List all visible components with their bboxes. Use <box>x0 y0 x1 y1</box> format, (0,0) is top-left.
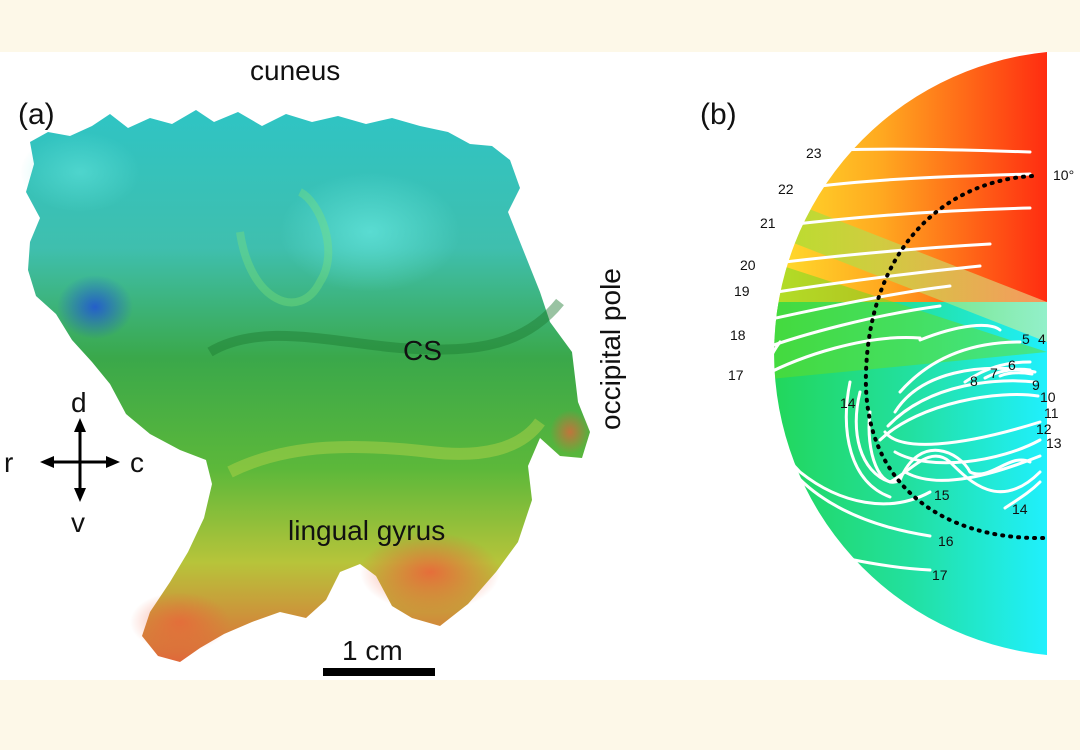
compass-dorsal: d <box>71 387 87 418</box>
iso-contours <box>750 147 1042 572</box>
contour-label: 4 <box>1038 331 1046 347</box>
contour-labels: 23 22 21 20 19 18 17 5 4 6 7 8 9 10 11 1… <box>728 145 1062 583</box>
contour-label: 12 <box>1036 421 1052 437</box>
contour-label: 23 <box>806 145 822 161</box>
contour-label: 17 <box>728 367 744 383</box>
contour-label: 22 <box>778 181 794 197</box>
contour-label: 19 <box>734 283 750 299</box>
figure: (a) cuneus CS lingual gyrus occipital po… <box>4 52 1074 676</box>
contour-label: 11 <box>1044 405 1059 421</box>
cortical-surface <box>20 110 590 662</box>
contour-label: 6 <box>1008 357 1016 373</box>
compass-caudal: c <box>130 447 144 478</box>
contour-label: 14 <box>1012 501 1028 517</box>
orientation-compass <box>40 418 120 502</box>
contour-label: 15 <box>934 487 950 503</box>
contour-label: 13 <box>1046 435 1062 451</box>
compass-ventral: v <box>71 507 85 538</box>
scale-bar-label: 1 cm <box>342 635 403 666</box>
panel-a-label: (a) <box>18 98 55 131</box>
panel-b-label: (b) <box>700 98 737 131</box>
label-cuneus: cuneus <box>250 55 340 86</box>
contour-label: 8 <box>970 373 978 389</box>
contour-label: 16 <box>938 533 954 549</box>
contour-label: 20 <box>740 257 756 273</box>
contour-label: 7 <box>990 365 998 381</box>
eccentricity-10deg-line <box>863 174 1046 541</box>
contour-label: 18 <box>730 327 746 343</box>
contour-label: 17 <box>932 567 948 583</box>
contour-label: 21 <box>760 215 776 231</box>
label-occipital-pole: occipital pole <box>595 268 626 430</box>
scale-bar <box>323 668 435 676</box>
visual-field-wedge <box>774 52 1047 655</box>
contour-label: 5 <box>1022 331 1030 347</box>
contour-label: 10 <box>1040 389 1056 405</box>
label-calcarine-sulcus: CS <box>403 335 442 366</box>
label-lingual-gyrus: lingual gyrus <box>288 515 445 546</box>
compass-rostral: r <box>4 447 13 478</box>
contour-label: 9 <box>1032 377 1040 393</box>
contour-label: 14 <box>840 395 856 411</box>
eccentricity-label: 10° <box>1053 167 1074 183</box>
